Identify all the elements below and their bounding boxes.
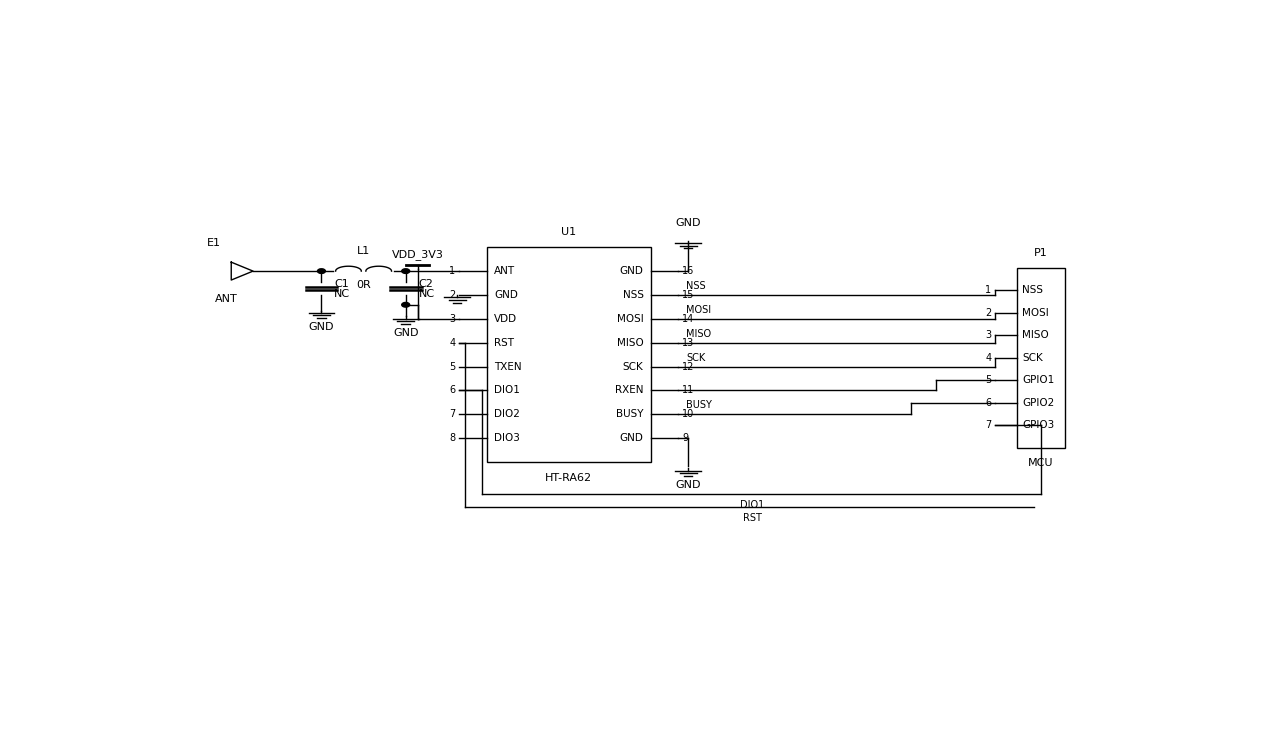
Text: 15: 15 (682, 290, 694, 300)
Text: 1: 1 (985, 285, 991, 295)
Text: U1: U1 (561, 228, 577, 238)
Text: L1: L1 (357, 246, 370, 256)
Text: 3: 3 (985, 330, 991, 340)
Text: 2: 2 (449, 290, 455, 300)
Text: NC: NC (334, 290, 350, 299)
Text: 4: 4 (985, 353, 991, 363)
Text: 13: 13 (682, 338, 694, 348)
Text: 5: 5 (985, 375, 991, 385)
Text: MISO: MISO (1022, 330, 1049, 340)
Text: DIO1: DIO1 (741, 500, 765, 510)
Text: RST: RST (494, 338, 514, 348)
Text: SCK: SCK (687, 353, 706, 363)
Text: E1: E1 (206, 238, 220, 248)
Text: GPIO2: GPIO2 (1022, 397, 1054, 408)
Text: 8: 8 (449, 434, 455, 443)
Text: MISO: MISO (687, 329, 711, 339)
Text: GND: GND (308, 322, 334, 333)
Text: 6: 6 (449, 385, 455, 395)
Text: MOSI: MOSI (687, 305, 711, 314)
Text: 14: 14 (682, 314, 694, 323)
Text: RST: RST (743, 513, 761, 523)
Text: 4: 4 (449, 338, 455, 348)
Text: 2: 2 (985, 308, 991, 317)
Text: DIO1: DIO1 (494, 385, 519, 395)
Text: C2: C2 (418, 279, 434, 289)
Text: GND: GND (620, 266, 643, 276)
Bar (487, 247, 651, 462)
Text: 6: 6 (985, 397, 991, 408)
Text: RXEN: RXEN (615, 385, 643, 395)
Text: GND: GND (675, 480, 701, 490)
Text: 3: 3 (449, 314, 455, 323)
Text: DIO3: DIO3 (494, 434, 519, 443)
Text: 16: 16 (682, 266, 694, 276)
Circle shape (317, 268, 325, 274)
Text: VDD_3V3: VDD_3V3 (391, 249, 444, 260)
Text: 7: 7 (449, 409, 455, 419)
Text: C1: C1 (334, 279, 349, 289)
Text: DIO2: DIO2 (494, 409, 519, 419)
Text: GND: GND (393, 328, 418, 338)
Text: NSS: NSS (1022, 285, 1044, 295)
Text: 11: 11 (682, 385, 694, 395)
Text: VDD: VDD (494, 314, 517, 323)
Text: 5: 5 (449, 362, 455, 372)
Text: MOSI: MOSI (616, 314, 643, 323)
Text: GND: GND (620, 434, 643, 443)
Text: SCK: SCK (623, 362, 643, 372)
Text: MCU: MCU (1028, 458, 1054, 468)
Text: BUSY: BUSY (616, 409, 643, 419)
Bar (1017, 268, 1065, 448)
Text: BUSY: BUSY (687, 400, 712, 410)
Text: TXEN: TXEN (494, 362, 522, 372)
Text: ANT: ANT (494, 266, 515, 276)
Text: MISO: MISO (616, 338, 643, 348)
Text: 10: 10 (682, 409, 694, 419)
Text: NC: NC (418, 290, 435, 299)
Text: 7: 7 (985, 420, 991, 430)
Text: GPIO3: GPIO3 (1022, 420, 1054, 430)
Text: 9: 9 (682, 434, 688, 443)
Text: SCK: SCK (1022, 353, 1042, 363)
Text: 1: 1 (449, 266, 455, 276)
Circle shape (402, 268, 409, 274)
Text: HT-RA62: HT-RA62 (545, 473, 592, 483)
Text: P1: P1 (1035, 247, 1048, 258)
Text: GND: GND (494, 290, 518, 300)
Text: NSS: NSS (623, 290, 643, 300)
Text: NSS: NSS (687, 281, 706, 291)
Text: GPIO1: GPIO1 (1022, 375, 1054, 385)
Text: MOSI: MOSI (1022, 308, 1049, 317)
Text: ANT: ANT (215, 294, 238, 305)
Text: 12: 12 (682, 362, 694, 372)
Text: 0R: 0R (356, 280, 371, 290)
Text: GND: GND (675, 218, 701, 228)
Circle shape (402, 302, 409, 307)
